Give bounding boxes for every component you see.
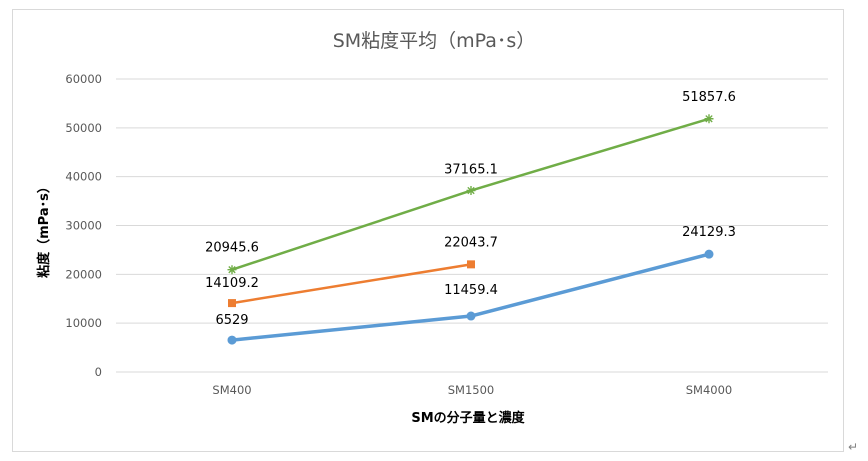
x-tick-label: SM400 <box>212 383 251 397</box>
data-point <box>704 114 714 124</box>
y-tick-label: 30000 <box>65 219 102 233</box>
x-tick-label: SM4000 <box>686 383 733 397</box>
data-point <box>467 260 475 269</box>
data-label: 22043.7 <box>444 235 498 250</box>
y-tick-label: 10000 <box>65 316 102 330</box>
data-label: 24129.3 <box>682 225 736 240</box>
data-point <box>704 249 714 259</box>
y-tick-label: 60000 <box>65 72 102 86</box>
y-axis-title: 粘度（mPa･s） <box>36 180 52 279</box>
chart-area <box>12 9 844 452</box>
data-point <box>466 186 476 196</box>
data-point <box>227 265 237 275</box>
data-label: 20945.6 <box>205 241 259 256</box>
y-tick-label: 20000 <box>65 267 102 281</box>
paragraph-return-mark: ↵ <box>848 440 859 454</box>
data-point <box>228 299 236 308</box>
data-point <box>466 311 476 321</box>
data-point <box>227 335 237 345</box>
data-label: 51857.6 <box>682 90 736 105</box>
y-tick-label: 0 <box>95 365 102 379</box>
chart-title: SM粘度平均（mPa･s） <box>333 30 536 52</box>
x-tick-label: SM1500 <box>448 383 495 397</box>
y-tick-label: 50000 <box>65 121 102 135</box>
data-label: 6529 <box>215 313 248 328</box>
data-label: 14109.2 <box>205 276 259 291</box>
y-tick-label: 40000 <box>65 170 102 184</box>
data-label: 37165.1 <box>444 163 498 178</box>
series-line <box>230 263 473 305</box>
x-axis-title: SMの分子量と濃度 <box>411 410 525 426</box>
data-label: 11459.4 <box>444 283 498 298</box>
